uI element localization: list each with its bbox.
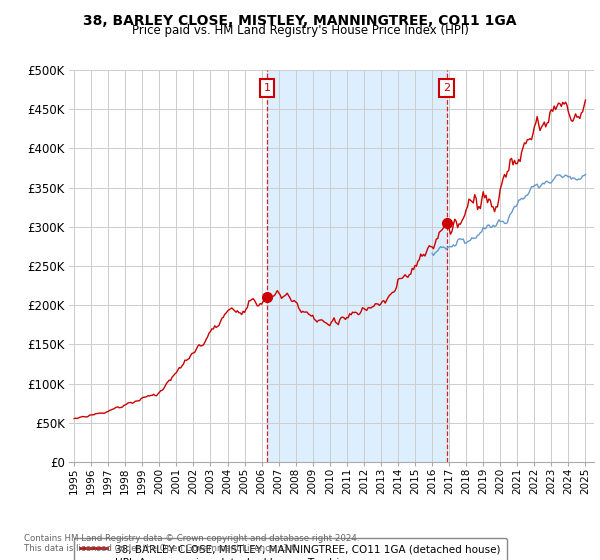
Text: 38, BARLEY CLOSE, MISTLEY, MANNINGTREE, CO11 1GA: 38, BARLEY CLOSE, MISTLEY, MANNINGTREE, … — [83, 14, 517, 28]
Text: Contains HM Land Registry data © Crown copyright and database right 2024.
This d: Contains HM Land Registry data © Crown c… — [24, 534, 359, 553]
Text: 1: 1 — [263, 83, 271, 92]
Bar — [267, 70, 447, 462]
Legend: 38, BARLEY CLOSE, MISTLEY, MANNINGTREE, CO11 1GA (detached house), HPI: Average : 38, BARLEY CLOSE, MISTLEY, MANNINGTREE, … — [74, 538, 506, 560]
Text: Price paid vs. HM Land Registry's House Price Index (HPI): Price paid vs. HM Land Registry's House … — [131, 24, 469, 37]
Text: 2: 2 — [443, 83, 451, 92]
